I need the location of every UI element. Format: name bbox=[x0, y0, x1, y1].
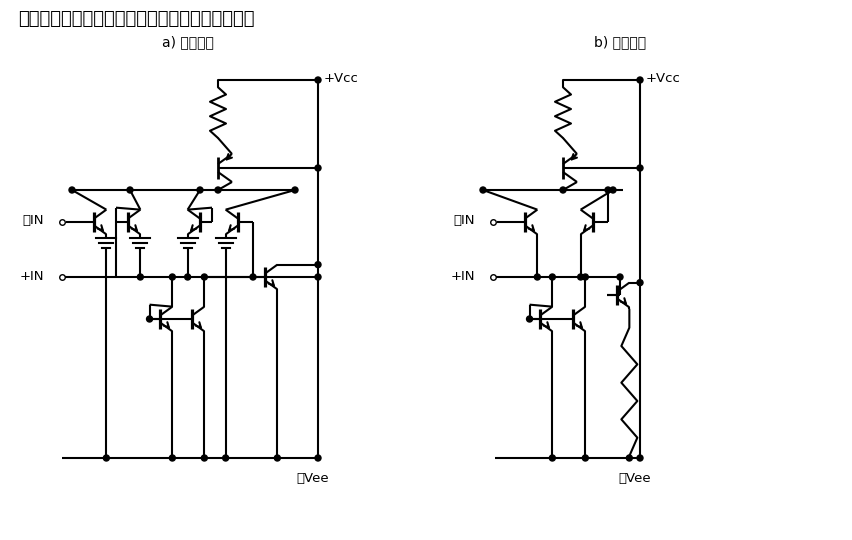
Circle shape bbox=[137, 274, 143, 280]
Circle shape bbox=[583, 274, 589, 280]
Text: +IN: +IN bbox=[451, 269, 475, 282]
Circle shape bbox=[550, 274, 556, 280]
Circle shape bbox=[103, 455, 109, 461]
Circle shape bbox=[637, 280, 643, 286]
Circle shape bbox=[550, 455, 556, 461]
Circle shape bbox=[578, 274, 584, 280]
Circle shape bbox=[610, 187, 616, 193]
Circle shape bbox=[147, 316, 153, 322]
Text: +Vcc: +Vcc bbox=[324, 72, 359, 85]
Circle shape bbox=[170, 455, 176, 461]
Circle shape bbox=[201, 455, 207, 461]
Text: －IN: －IN bbox=[22, 214, 44, 227]
Circle shape bbox=[69, 187, 75, 193]
Circle shape bbox=[292, 187, 298, 193]
Text: －Vee: －Vee bbox=[296, 472, 330, 485]
Circle shape bbox=[315, 274, 321, 280]
Circle shape bbox=[127, 187, 133, 193]
Circle shape bbox=[637, 455, 643, 461]
Circle shape bbox=[637, 77, 643, 83]
Circle shape bbox=[201, 274, 207, 280]
Text: 図６　単電源と両電源オペアンプの入力段構成例: 図６ 単電源と両電源オペアンプの入力段構成例 bbox=[18, 10, 255, 28]
Circle shape bbox=[480, 187, 486, 193]
Circle shape bbox=[534, 274, 540, 280]
Text: +Vcc: +Vcc bbox=[646, 72, 681, 85]
Circle shape bbox=[315, 165, 321, 171]
Circle shape bbox=[560, 187, 566, 193]
Circle shape bbox=[637, 165, 643, 171]
Circle shape bbox=[315, 77, 321, 83]
Circle shape bbox=[274, 455, 280, 461]
Circle shape bbox=[315, 455, 321, 461]
Text: －Vee: －Vee bbox=[619, 472, 651, 485]
Circle shape bbox=[583, 455, 589, 461]
Circle shape bbox=[170, 274, 176, 280]
Circle shape bbox=[617, 274, 623, 280]
Text: －IN: －IN bbox=[453, 214, 475, 227]
Text: a) 単電源用: a) 単電源用 bbox=[162, 35, 214, 49]
Circle shape bbox=[215, 187, 221, 193]
Circle shape bbox=[250, 274, 256, 280]
Text: b) 両電源用: b) 両電源用 bbox=[594, 35, 646, 49]
Circle shape bbox=[626, 455, 632, 461]
Circle shape bbox=[222, 455, 228, 461]
Circle shape bbox=[315, 262, 321, 268]
Text: +IN: +IN bbox=[20, 269, 44, 282]
Circle shape bbox=[197, 187, 203, 193]
Circle shape bbox=[605, 187, 611, 193]
Circle shape bbox=[185, 274, 191, 280]
Circle shape bbox=[527, 316, 532, 322]
